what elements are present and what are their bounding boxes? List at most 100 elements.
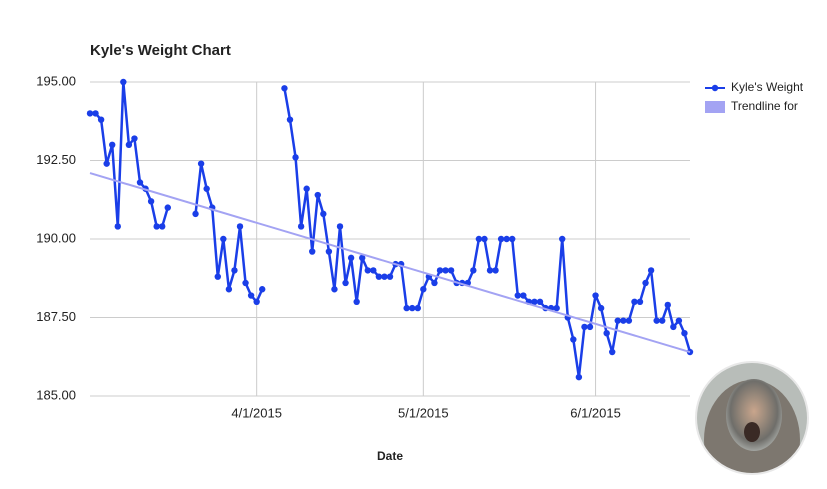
data-point	[131, 135, 138, 142]
data-point	[164, 204, 171, 211]
data-point	[220, 235, 227, 243]
data-point	[375, 273, 383, 280]
x-tick-label: 5/1/2015	[398, 405, 449, 420]
data-point	[514, 292, 521, 299]
x-tick-label: 4/1/2015	[231, 405, 282, 420]
data-point	[481, 235, 488, 243]
legend-label: Trendline for	[731, 99, 798, 113]
data-point	[314, 191, 321, 199]
data-point	[592, 292, 599, 299]
y-tick-label: 185.00	[36, 387, 76, 402]
data-point	[625, 317, 633, 324]
data-point	[125, 141, 133, 148]
data-point	[492, 267, 499, 274]
data-point	[364, 267, 371, 274]
data-point	[120, 78, 127, 86]
data-point	[259, 286, 266, 293]
data-point	[664, 301, 671, 309]
y-tick-label: 187.50	[36, 309, 76, 324]
data-point	[247, 292, 255, 299]
data-point	[225, 286, 233, 293]
data-point	[153, 223, 160, 230]
data-point	[197, 160, 205, 167]
data-point	[109, 141, 116, 148]
data-point	[136, 179, 144, 186]
data-point	[97, 116, 105, 123]
data-point	[509, 235, 516, 243]
plot-area	[86, 78, 694, 381]
data-point	[309, 248, 316, 255]
data-point	[603, 330, 610, 337]
data-point	[370, 267, 377, 274]
data-point	[636, 298, 644, 305]
data-point	[647, 267, 655, 274]
data-point	[570, 336, 577, 343]
data-point	[403, 304, 410, 312]
data-point	[536, 298, 544, 305]
data-point	[586, 323, 594, 331]
data-point	[192, 210, 199, 218]
data-point	[486, 267, 494, 274]
data-point	[331, 286, 338, 293]
data-point	[86, 110, 94, 117]
data-point	[414, 304, 421, 312]
avatar-border	[695, 361, 809, 475]
data-point	[581, 323, 588, 331]
data-point	[114, 223, 121, 230]
data-point	[614, 317, 621, 324]
y-tick-label: 192.50	[36, 152, 76, 167]
legend-label: Kyle's Weight	[731, 80, 804, 94]
data-point	[620, 317, 627, 324]
legend: Kyle's Weight Trendline for	[705, 80, 804, 113]
data-point	[381, 273, 388, 280]
avatar	[696, 362, 808, 474]
legend-swatch	[705, 101, 725, 113]
data-point	[409, 304, 416, 312]
y-tick-label: 195.00	[36, 73, 76, 88]
data-point	[670, 323, 677, 331]
data-point	[359, 254, 366, 262]
data-point	[353, 298, 360, 305]
data-point	[214, 273, 221, 280]
data-point	[631, 298, 638, 305]
data-point	[336, 223, 344, 230]
data-point	[497, 235, 505, 243]
data-point	[159, 223, 166, 230]
data-point	[386, 273, 394, 280]
y-tick-label: 190.00	[36, 230, 76, 245]
data-point	[320, 210, 327, 218]
data-point	[242, 279, 249, 287]
chart-title: Kyle's Weight Chart	[90, 42, 231, 59]
data-point	[575, 373, 583, 381]
data-point	[659, 317, 666, 324]
data-point	[681, 330, 688, 337]
data-point	[420, 286, 427, 293]
data-point	[553, 304, 560, 312]
data-point	[597, 304, 605, 312]
legend-swatch	[711, 84, 719, 92]
data-point	[103, 160, 110, 167]
trendline	[89, 172, 691, 353]
data-point	[436, 267, 444, 274]
data-point	[297, 223, 305, 230]
data-point	[431, 279, 438, 287]
data-point	[147, 198, 155, 205]
data-point	[292, 154, 299, 161]
data-point	[653, 317, 660, 324]
data-point	[447, 267, 455, 274]
data-point	[609, 348, 616, 356]
data-point	[203, 185, 210, 192]
data-point	[347, 254, 355, 262]
data-point	[520, 292, 527, 299]
series-line	[90, 80, 692, 379]
grid: 185.00 187.50 190.00 192.50 195.00 4/1/2015 5/…	[36, 73, 690, 420]
data-point	[442, 267, 449, 274]
data-point	[559, 235, 566, 243]
data-point	[342, 279, 349, 287]
data-point	[470, 267, 477, 274]
data-point	[92, 110, 99, 117]
x-axis-title: Date	[377, 449, 403, 463]
data-point	[675, 317, 683, 324]
data-point	[281, 85, 288, 92]
